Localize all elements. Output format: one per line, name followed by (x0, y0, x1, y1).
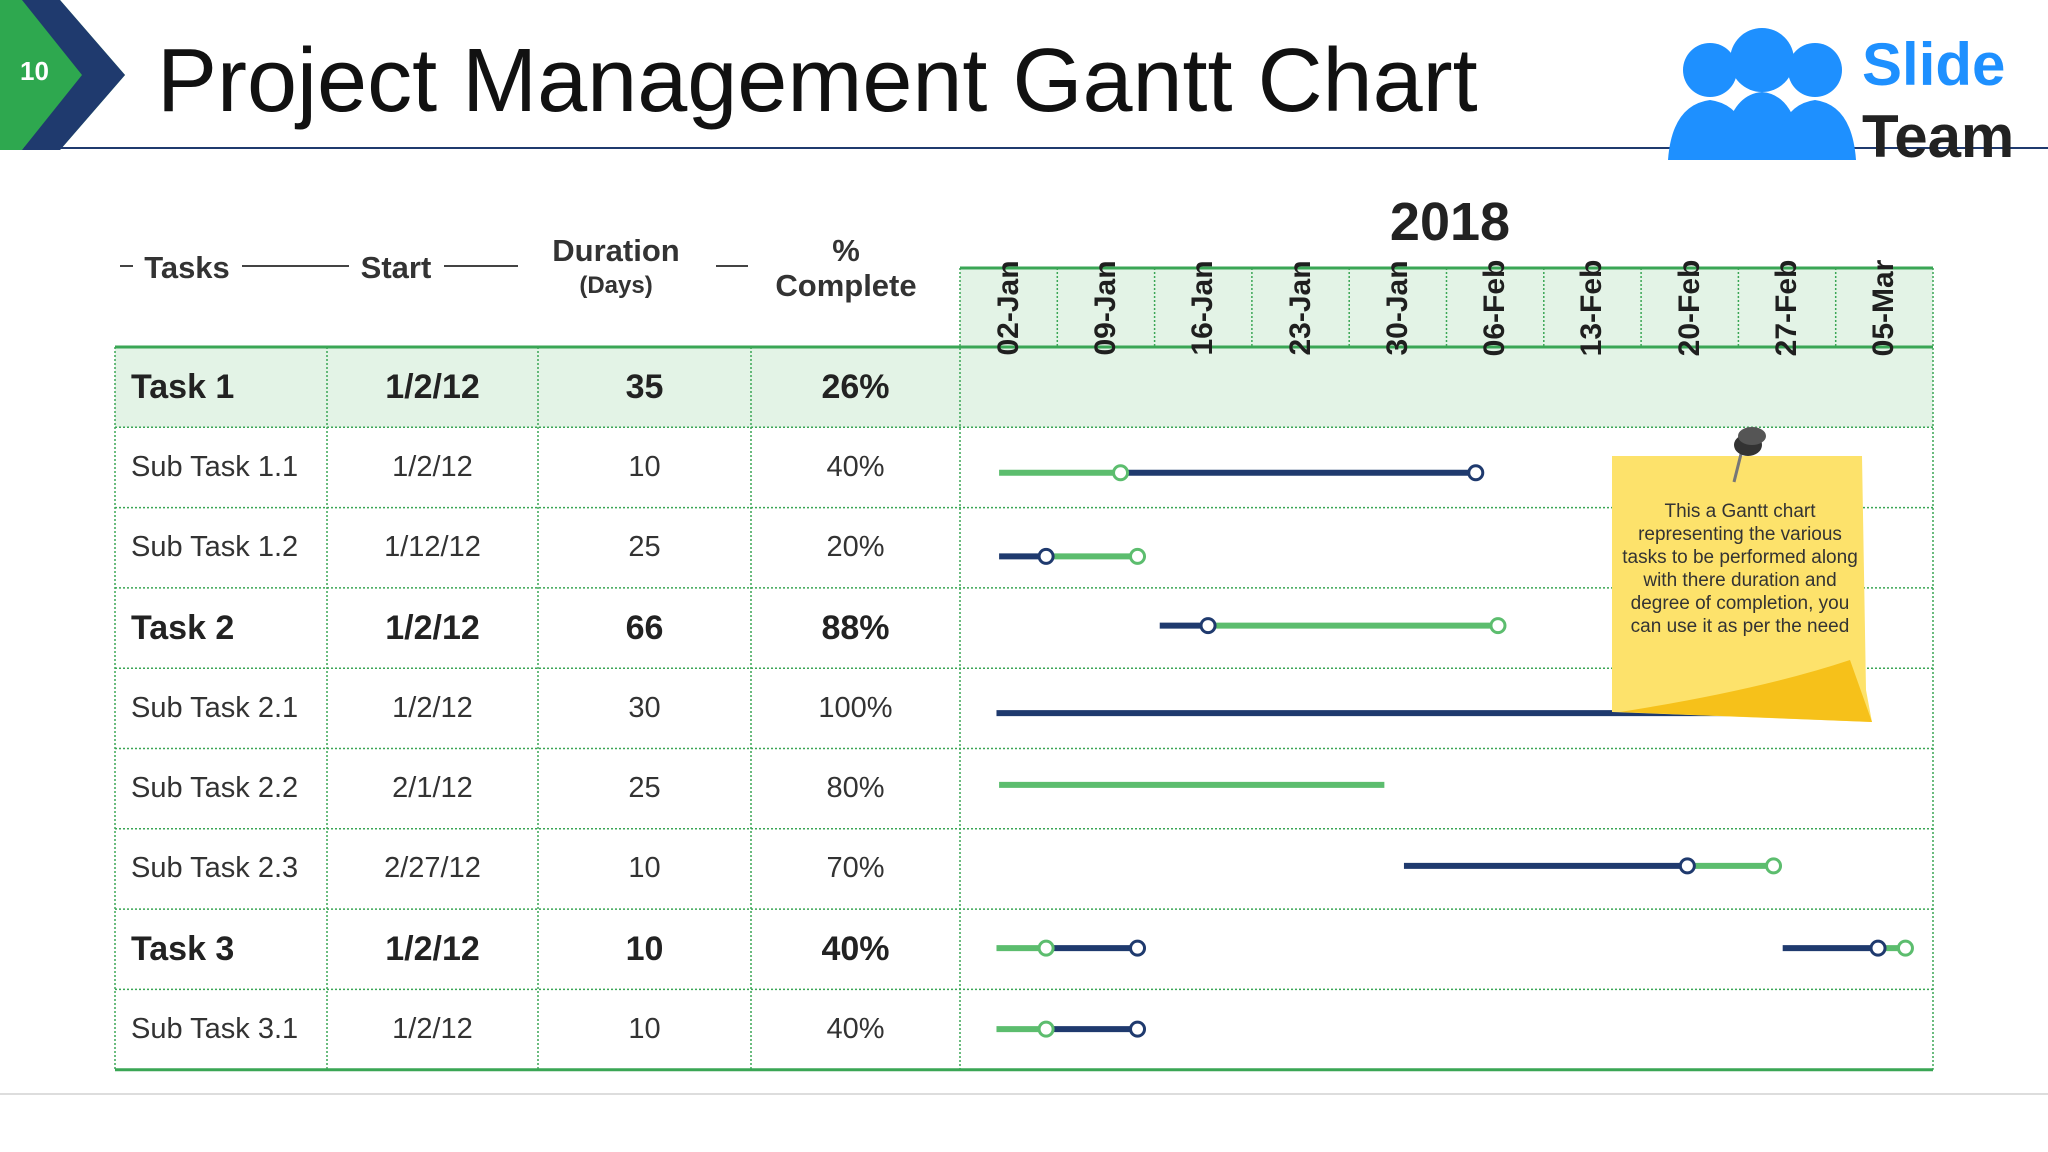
sticky-curl (1620, 660, 1872, 722)
task-cell: 1/2/12 (392, 691, 473, 724)
task-cell: 30 (628, 691, 661, 724)
task-cell: 40% (826, 450, 885, 483)
gantt-milestone (1129, 939, 1147, 957)
task-cell: 1/2/12 (392, 450, 473, 483)
task-name: Sub Task 2.1 (131, 691, 299, 724)
task-cell: 70% (826, 852, 885, 885)
task-cell: 26% (821, 367, 890, 406)
task-cell: 10 (628, 450, 661, 483)
date-label: 23-Jan (1283, 259, 1317, 356)
page-number: 10 (20, 56, 49, 86)
date-label: 02-Jan (991, 259, 1025, 356)
task-cell: 100% (818, 691, 893, 724)
task-cell: 20% (826, 531, 885, 564)
date-label: 27-Feb (1770, 259, 1804, 356)
column-header: Duration (552, 233, 680, 268)
gantt-milestone (1129, 1020, 1147, 1038)
column-header: % (832, 233, 860, 268)
page-badge (0, 0, 125, 150)
task-cell: 10 (628, 852, 661, 885)
gantt-milestone (1112, 464, 1130, 482)
highlight-row-bg (115, 347, 1933, 428)
task-cell: 88% (821, 608, 890, 647)
note-text: This a Gantt chart representing the vari… (1622, 501, 1858, 637)
logo-text: Team (1862, 103, 2015, 170)
column-header: Complete (775, 268, 917, 303)
task-cell: 10 (625, 929, 664, 968)
task-cell: 25 (628, 531, 661, 564)
year: 2018 (1389, 192, 1511, 252)
task-cell: 1/12/12 (384, 531, 481, 564)
gantt-milestone (1896, 939, 1914, 957)
task-cell: 1/2/12 (385, 367, 480, 406)
task-name: Sub Task 1.1 (131, 450, 299, 483)
task-cell: 40% (821, 929, 890, 968)
date-label: 09-Jan (1088, 259, 1122, 356)
task-cell: 2/27/12 (384, 852, 481, 885)
date-label: 13-Feb (1575, 259, 1609, 356)
gantt-milestone (1037, 1020, 1055, 1038)
gantt-milestone (1869, 939, 1887, 957)
date-label: 06-Feb (1478, 259, 1512, 356)
page-badge-edge (22, 0, 125, 150)
task-cell: 66 (625, 608, 664, 647)
gantt-milestone (1467, 464, 1485, 482)
task-cell: 2/1/12 (392, 772, 473, 805)
pin-top (1738, 427, 1766, 445)
logo-icon (1668, 28, 1856, 160)
task-cell: 35 (625, 367, 664, 406)
task-name: Task 2 (131, 608, 235, 647)
sticky-note (1612, 456, 1872, 722)
task-cell: 40% (826, 1013, 885, 1046)
date-label: 30-Jan (1380, 259, 1414, 356)
task-cell: 10 (628, 1013, 661, 1046)
column-header: Start (360, 250, 432, 285)
gantt-milestone (1765, 857, 1783, 875)
task-cell: 25 (628, 772, 661, 805)
gantt-milestone (1037, 939, 1055, 957)
gantt-milestone (1489, 617, 1507, 635)
task-cell: 1/2/12 (392, 1013, 473, 1046)
pin-needle (1732, 449, 1744, 483)
gantt-milestone (1199, 617, 1217, 635)
title: Project Management Gantt Chart (157, 31, 1478, 131)
gantt-milestone (1129, 547, 1147, 565)
task-cell: 1/2/12 (385, 608, 480, 647)
task-name: Sub Task 2.3 (131, 852, 299, 885)
gantt-milestone (1678, 857, 1696, 875)
logo-text: Slide (1862, 31, 2006, 98)
task-cell: 80% (826, 772, 885, 805)
task-name: Sub Task 1.2 (131, 531, 299, 564)
date-label: 16-Jan (1186, 259, 1220, 356)
task-name: Task 3 (131, 929, 235, 968)
date-label: 20-Feb (1672, 259, 1706, 356)
column-header: (Days) (579, 272, 653, 299)
column-header: Tasks (144, 250, 230, 285)
date-label: 05-Mar (1867, 259, 1901, 356)
task-name: Sub Task 3.1 (131, 1013, 299, 1046)
task-name: Sub Task 2.2 (131, 772, 299, 805)
gantt-milestone (1037, 547, 1055, 565)
task-cell: 1/2/12 (385, 929, 480, 968)
task-name: Task 1 (131, 367, 235, 406)
